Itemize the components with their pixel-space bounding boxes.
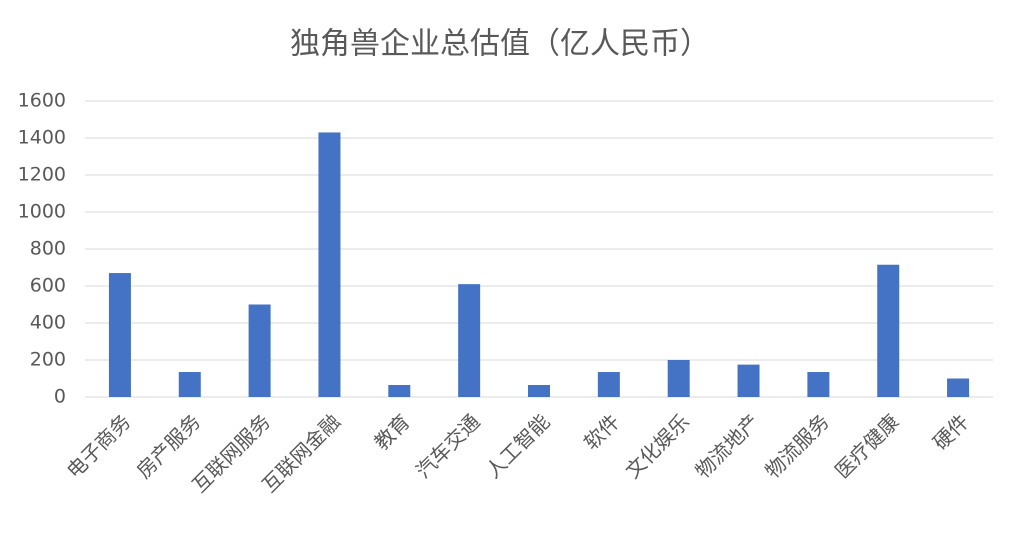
- bar: [807, 372, 830, 397]
- bar: [178, 372, 201, 397]
- x-tick-label: 医疗健康: [830, 409, 904, 483]
- y-tick-label: 1600: [18, 90, 66, 112]
- x-tick-label: 软件: [579, 409, 624, 454]
- y-tick-label: 1400: [18, 127, 66, 149]
- x-tick-label: 教育: [369, 409, 414, 454]
- y-tick-label: 800: [30, 238, 66, 260]
- x-tick-label: 硬件: [928, 409, 973, 454]
- x-tick-label: 房产服务: [132, 409, 206, 483]
- x-tick-label: 物流服务: [760, 409, 834, 483]
- bar: [947, 378, 970, 397]
- y-tick-label: 0: [54, 386, 66, 408]
- x-tick-label: 物流地产: [690, 409, 764, 483]
- y-tick-label: 600: [30, 275, 66, 297]
- y-tick-label: 400: [30, 312, 66, 334]
- bar: [597, 372, 620, 397]
- bar: [318, 132, 341, 397]
- bar: [877, 264, 900, 397]
- y-tick-label: 1000: [18, 201, 66, 223]
- x-tick-label: 电子商务: [62, 409, 136, 483]
- x-tick-label: 文化娱乐: [621, 409, 695, 483]
- bar: [108, 273, 131, 397]
- bar: [737, 364, 760, 397]
- bar: [388, 384, 411, 397]
- bar: [458, 284, 481, 397]
- x-tick-label: 人工智能: [481, 409, 555, 483]
- bar: [248, 304, 271, 397]
- bar: [528, 384, 550, 397]
- bar: [667, 360, 690, 397]
- y-tick-label: 1200: [18, 164, 66, 186]
- x-tick-label: 汽车交通: [411, 409, 485, 483]
- chart-title: 独角兽企业总估值（亿人民币）: [290, 27, 710, 62]
- y-tick-label: 200: [30, 349, 66, 371]
